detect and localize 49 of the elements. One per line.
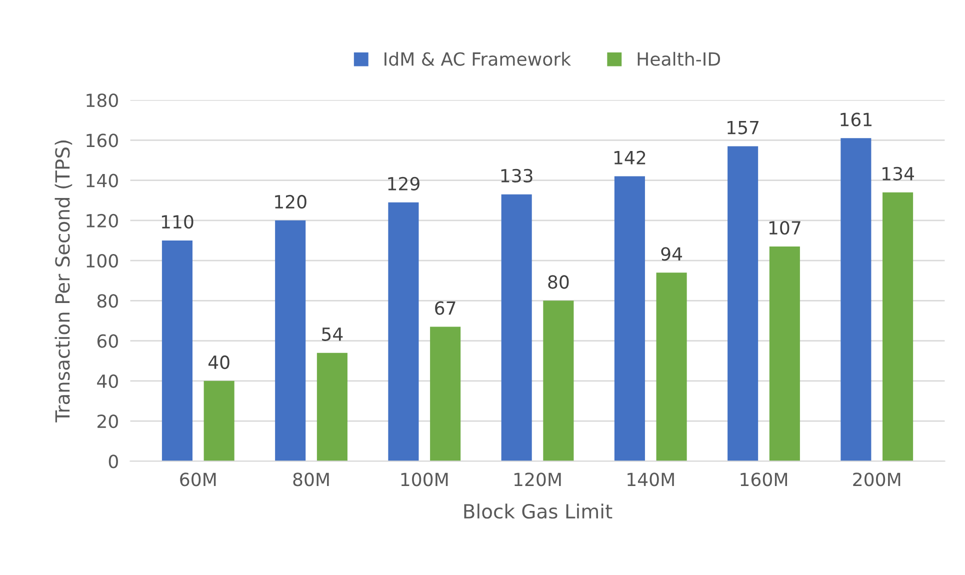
bar: [501, 194, 532, 462]
data-label: 67: [435, 301, 456, 315]
y-tick-label: 20: [98, 414, 118, 428]
x-tick-label: 160M: [740, 472, 787, 486]
legend-label: Health-ID: [638, 52, 720, 66]
x-axis-title: Block Gas Limit: [464, 504, 612, 519]
data-label: 110: [162, 214, 194, 229]
y-tick-label: 160: [86, 134, 118, 148]
bar: [882, 192, 914, 462]
data-label: 142: [614, 150, 646, 164]
x-tick-label: 140M: [628, 472, 674, 486]
data-label: 161: [840, 112, 872, 126]
y-tick-label: 100: [86, 254, 118, 268]
bar: [388, 202, 419, 462]
x-tick-label: 60M: [180, 472, 216, 486]
y-tick-label: 120: [86, 214, 118, 228]
y-tick-label: 180: [86, 94, 118, 108]
data-label: 107: [769, 221, 800, 235]
data-label: 157: [728, 120, 759, 134]
bar: [543, 300, 574, 462]
data-label: 40: [208, 355, 230, 370]
data-label: 133: [501, 168, 532, 183]
y-tick-label: 140: [86, 174, 118, 188]
y-tick-label: 80: [97, 294, 118, 308]
bar: [728, 146, 758, 462]
x-tick-label: 100M: [401, 472, 448, 486]
bar: [769, 246, 800, 462]
data-label: 120: [275, 194, 306, 209]
bar: [275, 220, 306, 462]
bar: [656, 272, 687, 462]
data-label: 54: [322, 328, 343, 341]
y-tick-label: 40: [97, 374, 118, 388]
data-label: 129: [388, 176, 420, 191]
x-tick-label: 200M: [853, 472, 900, 486]
data-label: 134: [882, 166, 914, 180]
data-label: 80: [548, 275, 569, 289]
y-axis-title: Transaction Per Second (TPS): [54, 140, 72, 422]
legend-label: IdM & AC Framework: [384, 52, 572, 66]
y-tick-label: 60: [97, 334, 118, 348]
bar: [840, 138, 872, 462]
bar: [162, 240, 192, 462]
x-tick-label: 80M: [293, 472, 329, 486]
y-tick-label: 0: [108, 454, 118, 468]
x-tick-label: 120M: [514, 472, 561, 486]
bar: [204, 380, 234, 462]
bar: [614, 176, 645, 462]
data-label: 94: [661, 247, 682, 261]
bar: [430, 326, 461, 462]
bar: [316, 352, 348, 462]
